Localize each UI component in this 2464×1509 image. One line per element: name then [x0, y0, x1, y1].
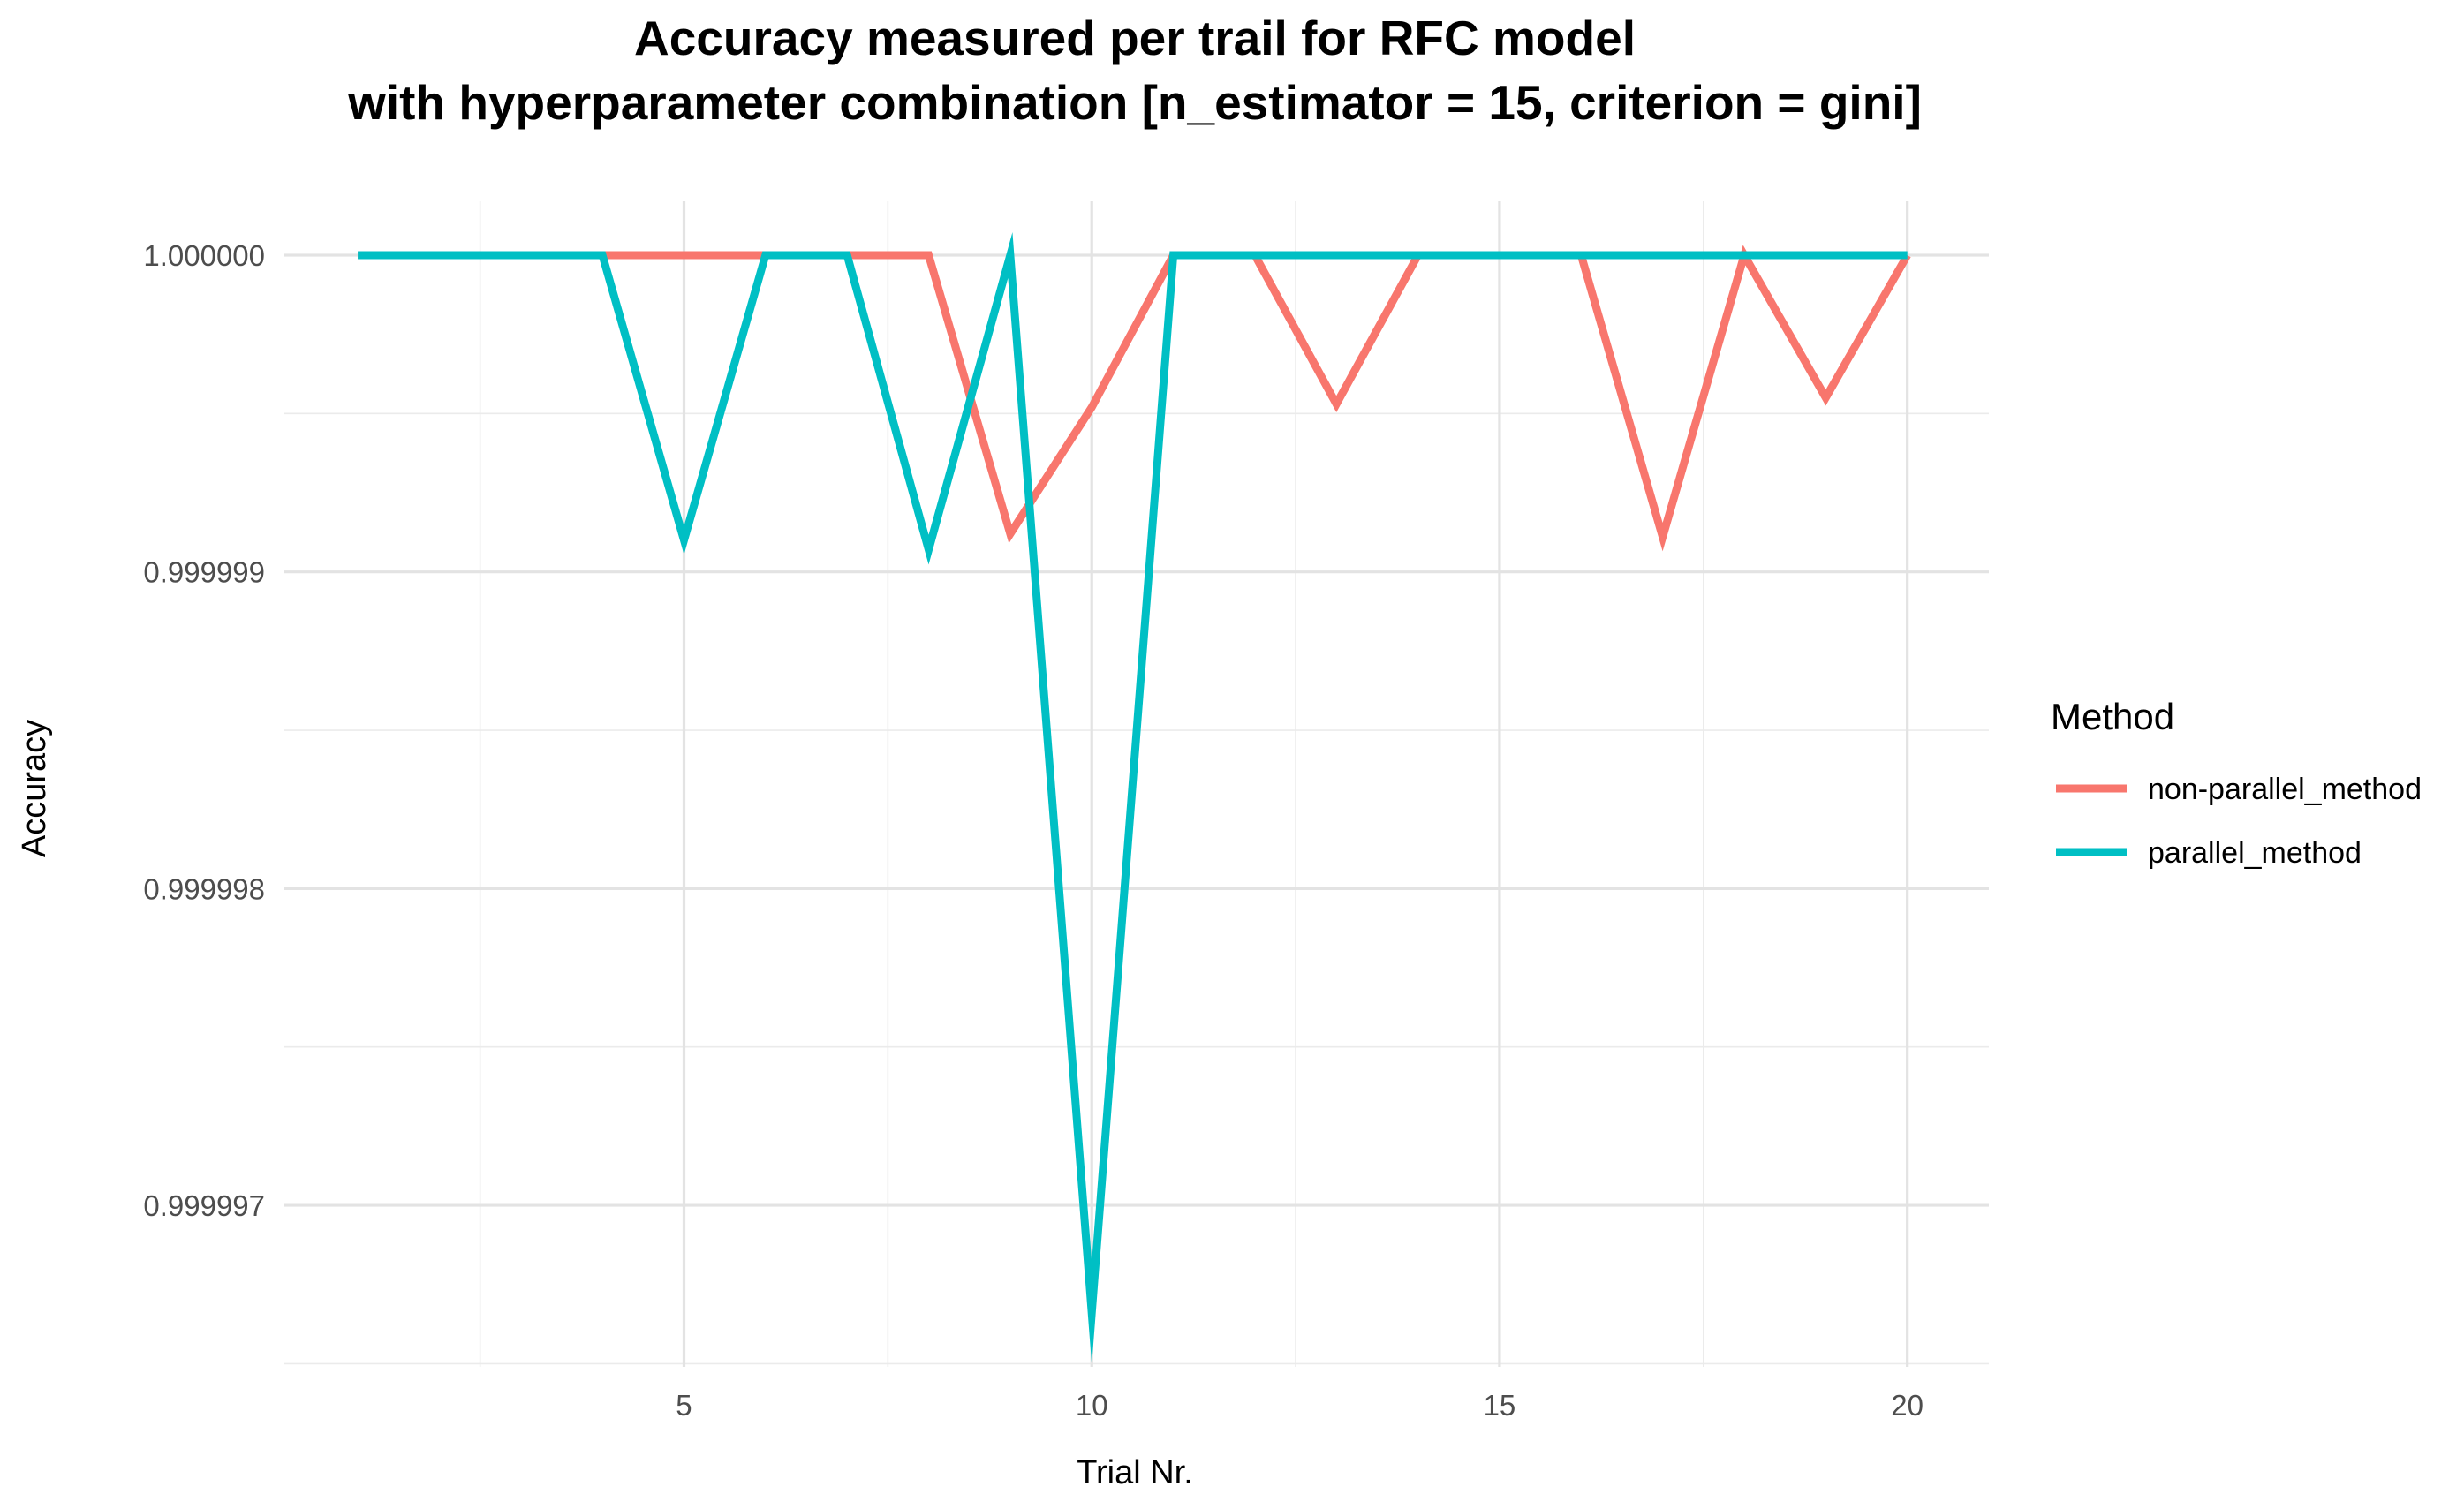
- y-tick-label: 1.000000: [143, 239, 265, 272]
- legend-title: Method: [2051, 696, 2174, 737]
- y-tick-label: 0.999997: [143, 1189, 265, 1222]
- x-tick-label: 10: [1076, 1389, 1108, 1422]
- chart-title: Accuracy measured per trail for RFC mode…: [634, 11, 1636, 65]
- legend-label-non-parallel_method: non-parallel_method: [2148, 773, 2422, 806]
- grid: [284, 201, 1989, 1367]
- y-tick-label: 0.999998: [143, 872, 265, 905]
- series-line-non-parallel_method: [358, 245, 1911, 552]
- chart-subtitle: with hyperparameter combination [n_estim…: [347, 75, 1922, 130]
- x-tick-label: 5: [676, 1389, 692, 1422]
- series: [358, 232, 1911, 1365]
- axis-ticks: 5 10 15 20 0.999997 0.999998 0.999999 1.000000: [143, 239, 1924, 1422]
- x-tick-label: 15: [1484, 1389, 1516, 1422]
- y-tick-label: 0.999999: [143, 556, 265, 589]
- y-axis-label: Accuracy: [16, 720, 53, 857]
- x-tick-label: 20: [1891, 1389, 1924, 1422]
- x-axis-label: Trial Nr.: [1077, 1454, 1193, 1491]
- legend: Method non-parallel_method parallel_metho…: [2051, 696, 2422, 870]
- legend-items: non-parallel_method parallel_method: [2056, 773, 2422, 870]
- series-line-parallel_method: [358, 232, 1908, 1365]
- legend-label-parallel_method: parallel_method: [2148, 836, 2362, 870]
